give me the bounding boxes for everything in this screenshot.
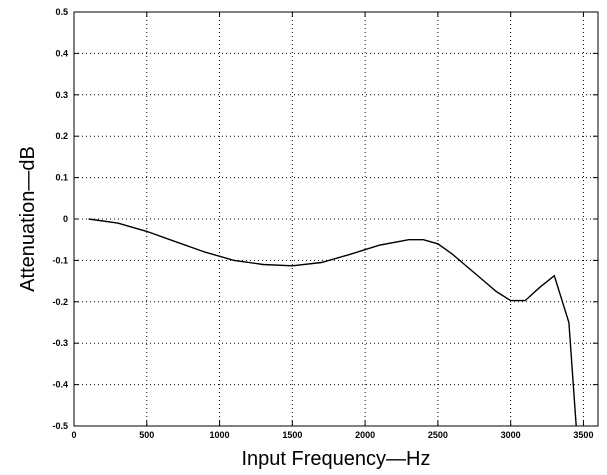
attenuation-series-line [88,218,577,427]
grid-lines [74,12,598,426]
y-tick-labels: 0.5 0.4 0.3 0.2 0.1 0 -0.1 -0.2 -0.3 -0.4 -0.5 [52,7,68,431]
y-tick-label: 0.4 [55,48,68,58]
x-tick-label: 500 [139,430,154,440]
y-tick-label: -0.5 [52,421,68,431]
y-tick-label: -0.2 [52,297,68,307]
x-tick-label: 1000 [210,430,230,440]
x-tick-label: 2000 [355,430,375,440]
y-tick-label: -0.3 [52,338,68,348]
y-axis-label: Attenuation—dB [17,146,39,292]
y-tick-label: 0.1 [55,173,68,183]
x-tick-label: 0 [71,430,76,440]
y-tick-label: -0.4 [52,380,68,390]
x-tick-label: 2500 [428,430,448,440]
y-tick-label: 0.3 [55,90,68,100]
x-tick-label: 3000 [501,430,521,440]
y-tick-label: 0.2 [55,131,68,141]
x-tick-labels: 0 500 1000 1500 2000 2500 3000 3500 [71,430,593,440]
axis-ticks [73,11,598,427]
x-tick-label: 1500 [282,430,302,440]
y-tick-label: 0.5 [55,7,68,17]
y-tick-label: -0.1 [52,255,68,265]
plot-frame [73,11,599,427]
y-tick-label: 0 [63,214,68,224]
x-tick-label: 3500 [573,430,593,440]
x-axis-label: Input Frequency—Hz [242,448,431,470]
